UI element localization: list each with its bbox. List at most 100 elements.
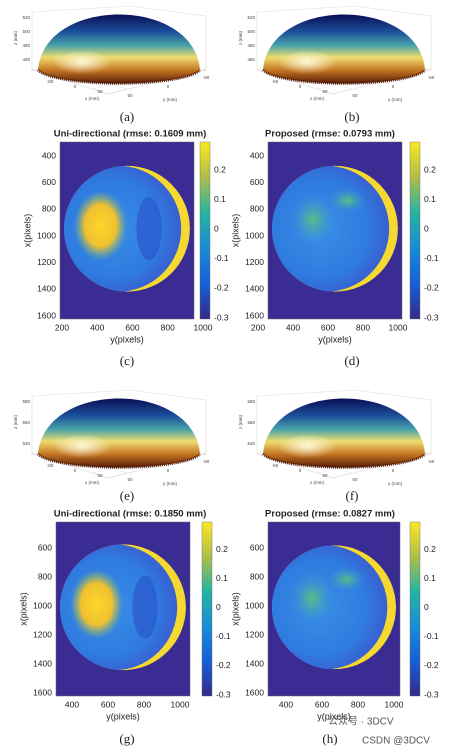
y-axis-label: x(pixels)	[230, 214, 240, 248]
z-tick-label: 460	[22, 57, 30, 62]
panel-title: Uni-directional (rmse: 0.1609 mm)	[54, 129, 207, 140]
panel-label: (g)	[119, 731, 134, 746]
y-tick-label: -50	[203, 459, 210, 464]
y-tick-label: 1600	[245, 310, 264, 320]
y-axis-label: x(pixels)	[230, 592, 240, 626]
colorbar-tick-label: 0.1	[214, 194, 226, 204]
y-tick-label: -50	[428, 75, 435, 80]
z-tick-label: 520	[247, 15, 255, 20]
x-tick-label: 50	[322, 473, 328, 478]
panel-title: Proposed (rmse: 0.0827 mm)	[265, 509, 395, 520]
colorbar-tick-label: -0.2	[214, 283, 229, 293]
x-tick-label: 800	[161, 322, 175, 332]
colorbar-tick-label: 0	[216, 602, 221, 612]
dome-highlight	[52, 434, 112, 458]
colorbar-tick-label: 0.2	[424, 165, 436, 175]
z-axis-label: z (mm)	[13, 415, 18, 429]
x-tick-label: 0	[74, 84, 77, 89]
low-region	[136, 197, 162, 261]
panel-label: (a)	[120, 109, 134, 124]
colorbar-tick-label: -0.2	[424, 660, 439, 670]
colorbar-tick-label: 0.1	[424, 573, 436, 583]
watermark: CSDN @3DCV	[362, 736, 430, 747]
y-tick-label: 50	[352, 93, 358, 98]
z-tick-label: 460	[247, 57, 255, 62]
y-tick-label: 1600	[245, 687, 264, 697]
colorbar-tick-label: -0.2	[216, 660, 231, 670]
x-tick-label: 800	[137, 699, 151, 709]
dome-surface	[263, 14, 425, 84]
error-patch	[290, 573, 335, 623]
z-tick-label: 500	[22, 29, 30, 34]
y-tick-label: 800	[42, 204, 56, 214]
dome-surface	[38, 14, 200, 84]
x-axis-label: y(pixels)	[106, 711, 140, 721]
x-axis-label: x (mm)	[310, 96, 324, 101]
y-tick-label: 400	[250, 150, 264, 160]
y-tick-label: 1400	[33, 658, 52, 668]
error-patch	[327, 566, 366, 592]
x-tick-label: -50	[272, 463, 279, 468]
z-tick-label: 540	[22, 441, 30, 446]
colorbar-tick-label: 0.2	[214, 165, 226, 175]
x-axis-label: x (mm)	[310, 480, 324, 485]
z-tick-label: 520	[22, 15, 30, 20]
x-tick-label: 1000	[194, 322, 213, 332]
x-tick-label: 200	[251, 322, 265, 332]
heatmap-disk	[271, 545, 397, 670]
dome-surface	[263, 398, 425, 468]
x-axis-label: y(pixels)	[318, 334, 352, 344]
error-patch	[290, 194, 335, 245]
y-axis-label: x(pixels)	[18, 592, 28, 626]
x-tick-label: 50	[97, 473, 103, 478]
plot-frame	[267, 521, 401, 697]
z-tick-label: 560	[22, 420, 30, 425]
colorbar-tick-label: 0	[424, 602, 429, 612]
y-tick-label: 50	[352, 477, 358, 482]
x-tick-label: 800	[356, 322, 370, 332]
z-axis-label: z (mm)	[238, 31, 243, 45]
panel-title: Proposed (rmse: 0.0793 mm)	[265, 129, 395, 140]
y-tick-label: -50	[428, 459, 435, 464]
panel-label: (h)	[322, 731, 337, 746]
colorbar-tick-label: 0.2	[424, 544, 436, 554]
z-tick-label: 580	[22, 399, 30, 404]
box-wall	[256, 5, 432, 70]
colorbar-tick-label: -0.2	[424, 283, 439, 293]
colorbar-tick-label: 0	[424, 224, 429, 234]
x-tick-label: 0	[299, 84, 302, 89]
y-tick-label: 1200	[37, 257, 56, 267]
y-tick-label: 800	[250, 571, 264, 581]
y-tick-label: 1400	[245, 284, 264, 294]
y-axis-label: y (mm)	[388, 97, 402, 102]
x-tick-label: 0	[299, 468, 302, 473]
z-tick-label: 500	[247, 29, 255, 34]
y-tick-label: 1600	[37, 310, 56, 320]
watermark: 公众号 · 3DCV	[328, 716, 394, 728]
x-tick-label: 600	[321, 322, 335, 332]
colorbar-tick-label: -0.3	[216, 689, 231, 699]
y-tick-label: 800	[250, 204, 264, 214]
z-axis-label: z (mm)	[13, 31, 18, 45]
plot-frame	[55, 521, 191, 697]
plot-frame	[267, 141, 403, 320]
dome-rim	[262, 453, 426, 469]
y-tick-label: 1400	[37, 284, 56, 294]
y-tick-label: 800	[38, 571, 52, 581]
z-tick-label: 540	[247, 441, 255, 446]
y-axis-label: y (mm)	[163, 481, 177, 486]
colorbar-tick-label: 0.2	[216, 544, 228, 554]
y-tick-label: 600	[250, 177, 264, 187]
y-tick-label: 1000	[245, 600, 264, 610]
x-tick-label: 600	[315, 699, 329, 709]
dome-rim	[262, 69, 426, 85]
colorbar-tick-label: -0.1	[214, 253, 229, 263]
y-tick-label: 1000	[33, 600, 52, 610]
panel-title: Uni-directional (rmse: 0.1850 mm)	[54, 509, 207, 520]
x-tick-label: 0	[74, 468, 77, 473]
y-tick-label: 1400	[245, 658, 264, 668]
error-blob	[74, 190, 127, 261]
y-tick-label: 50	[127, 93, 133, 98]
colorbar-tick-label: 0.1	[216, 573, 228, 583]
x-tick-label: 400	[286, 322, 300, 332]
